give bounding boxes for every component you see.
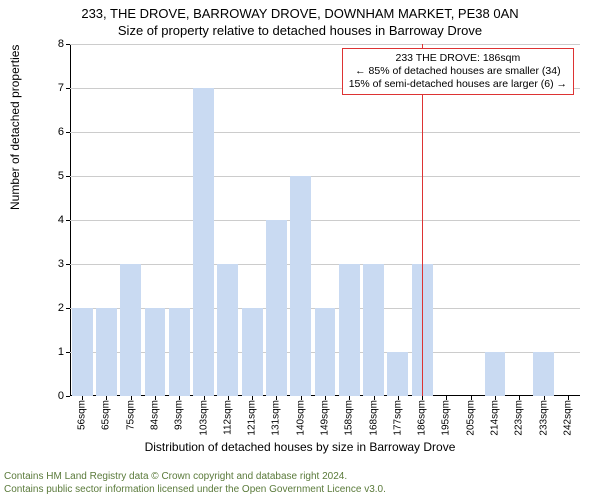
histogram-bar	[290, 176, 311, 396]
gridline	[70, 44, 580, 45]
histogram-bar	[242, 308, 263, 396]
y-axis-title: Number of detached properties	[8, 45, 22, 210]
x-tick-label: 168sqm	[368, 400, 379, 436]
histogram-bar	[485, 352, 506, 396]
x-tick-label: 84sqm	[150, 400, 161, 430]
y-tick-mark	[66, 44, 70, 45]
y-tick-label: 1	[58, 346, 64, 358]
y-tick-label: 7	[58, 82, 64, 94]
histogram-bar	[145, 308, 166, 396]
histogram-bar	[315, 308, 336, 396]
chart-title-block: 233, THE DROVE, BARROWAY DROVE, DOWNHAM …	[0, 0, 600, 38]
y-tick-label: 3	[58, 258, 64, 270]
y-tick-mark	[66, 132, 70, 133]
gridline	[70, 220, 580, 221]
x-tick-label: 65sqm	[101, 400, 112, 430]
x-tick-label: 233sqm	[538, 400, 549, 436]
x-tick-label: 93sqm	[174, 400, 185, 430]
histogram-bar	[339, 264, 360, 396]
y-tick-label: 6	[58, 126, 64, 138]
info-box: 233 THE DROVE: 186sqm← 85% of detached h…	[342, 48, 574, 95]
histogram-bar	[363, 264, 384, 396]
x-tick-label: 131sqm	[271, 400, 282, 436]
histogram-bar	[169, 308, 190, 396]
x-tick-label: 140sqm	[295, 400, 306, 436]
histogram-bar	[387, 352, 408, 396]
info-box-line-1: 233 THE DROVE: 186sqm	[349, 52, 567, 65]
x-tick-label: 186sqm	[417, 400, 428, 436]
info-box-line-3: 15% of semi-detached houses are larger (…	[349, 78, 567, 91]
x-axis-title: Distribution of detached houses by size …	[0, 440, 600, 454]
x-tick-label: 56sqm	[77, 400, 88, 430]
y-tick-mark	[66, 308, 70, 309]
x-tick-label: 214sqm	[490, 400, 501, 436]
y-tick-label: 5	[58, 170, 64, 182]
footer-line-1: Contains HM Land Registry data © Crown c…	[4, 470, 386, 483]
y-tick-mark	[66, 352, 70, 353]
x-tick-label: 103sqm	[198, 400, 209, 436]
y-tick-label: 4	[58, 214, 64, 226]
x-tick-label: 121sqm	[247, 400, 258, 436]
x-tick-label: 195sqm	[441, 400, 452, 436]
histogram-bar	[96, 308, 117, 396]
x-tick-label: 75sqm	[125, 400, 136, 430]
y-tick-mark	[66, 264, 70, 265]
info-box-line-2: ← 85% of detached houses are smaller (34…	[349, 65, 567, 78]
histogram-bar	[533, 352, 554, 396]
plot-area: 01234567856sqm65sqm75sqm84sqm93sqm103sqm…	[70, 44, 580, 396]
footer-attribution: Contains HM Land Registry data © Crown c…	[4, 470, 386, 496]
y-tick-mark	[66, 220, 70, 221]
chart-container: 01234567856sqm65sqm75sqm84sqm93sqm103sqm…	[48, 44, 580, 420]
y-tick-mark	[66, 176, 70, 177]
histogram-bar	[217, 264, 238, 396]
x-tick-label: 158sqm	[344, 400, 355, 436]
y-tick-mark	[66, 396, 70, 397]
chart-title-sub: Size of property relative to detached ho…	[0, 23, 600, 38]
y-tick-label: 2	[58, 302, 64, 314]
x-tick-label: 112sqm	[222, 400, 233, 435]
histogram-bar	[120, 264, 141, 396]
x-tick-label: 242sqm	[562, 400, 573, 436]
histogram-bar	[72, 308, 93, 396]
footer-line-2: Contains public sector information licen…	[4, 483, 386, 496]
y-tick-label: 0	[58, 390, 64, 402]
marker-line	[422, 44, 423, 396]
x-tick-label: 223sqm	[514, 400, 525, 436]
y-tick-label: 8	[58, 38, 64, 50]
gridline	[70, 176, 580, 177]
histogram-bar	[266, 220, 287, 396]
x-tick-label: 149sqm	[320, 400, 331, 436]
gridline	[70, 132, 580, 133]
chart-title-main: 233, THE DROVE, BARROWAY DROVE, DOWNHAM …	[0, 6, 600, 21]
x-tick-label: 177sqm	[392, 400, 403, 436]
gridline	[70, 264, 580, 265]
histogram-bar	[193, 88, 214, 396]
x-tick-label: 205sqm	[465, 400, 476, 436]
y-tick-mark	[66, 88, 70, 89]
